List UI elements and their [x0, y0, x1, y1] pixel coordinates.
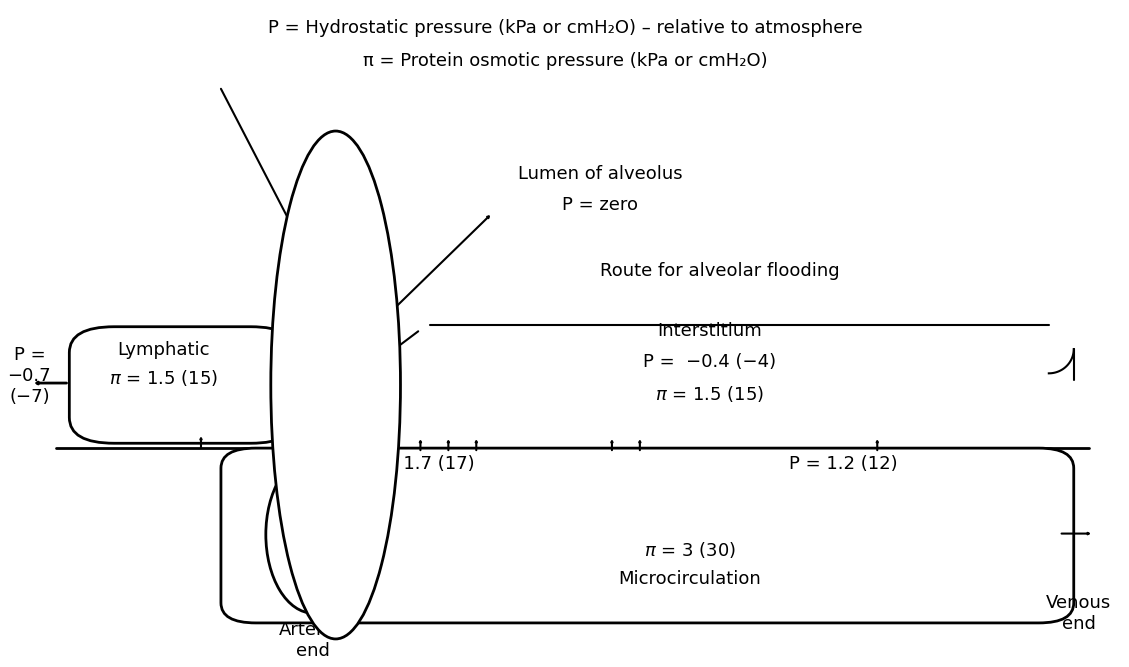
Text: $\pi$ = 1.5 (15): $\pi$ = 1.5 (15): [655, 384, 764, 404]
Text: P =
−0.6
(−6): P = −0.6 (−6): [314, 349, 358, 409]
Text: P = zero: P = zero: [562, 195, 638, 213]
Ellipse shape: [265, 456, 360, 613]
Text: $\pi$ = 3 (30): $\pi$ = 3 (30): [644, 540, 736, 560]
Text: Microcirculation: Microcirculation: [619, 570, 761, 588]
Text: Lymphatic: Lymphatic: [116, 342, 209, 360]
Text: Venous
end: Venous end: [1047, 594, 1111, 632]
Text: P =  −0.4 (−4): P = −0.4 (−4): [644, 353, 777, 371]
Text: π = Protein osmotic pressure (kPa or cmH₂O): π = Protein osmotic pressure (kPa or cmH…: [362, 52, 768, 70]
Text: Interstitium: Interstitium: [657, 322, 762, 340]
Text: Lumen of alveolus: Lumen of alveolus: [518, 165, 682, 183]
Text: P = 1.7 (17): P = 1.7 (17): [366, 455, 474, 473]
FancyBboxPatch shape: [69, 327, 296, 444]
Text: P = Hydrostatic pressure (kPa or cmH₂O) – relative to atmosphere: P = Hydrostatic pressure (kPa or cmH₂O) …: [268, 19, 863, 37]
Text: Route for alveolar flooding: Route for alveolar flooding: [599, 261, 840, 279]
Ellipse shape: [271, 131, 401, 639]
FancyBboxPatch shape: [221, 448, 1074, 623]
Text: P = 1.2 (12): P = 1.2 (12): [789, 455, 898, 473]
Text: Arterial
end: Arterial end: [279, 621, 347, 660]
Text: P =
−0.7
(−7): P = −0.7 (−7): [8, 346, 51, 406]
Text: $\pi$ = 1.5 (15): $\pi$ = 1.5 (15): [108, 368, 218, 388]
